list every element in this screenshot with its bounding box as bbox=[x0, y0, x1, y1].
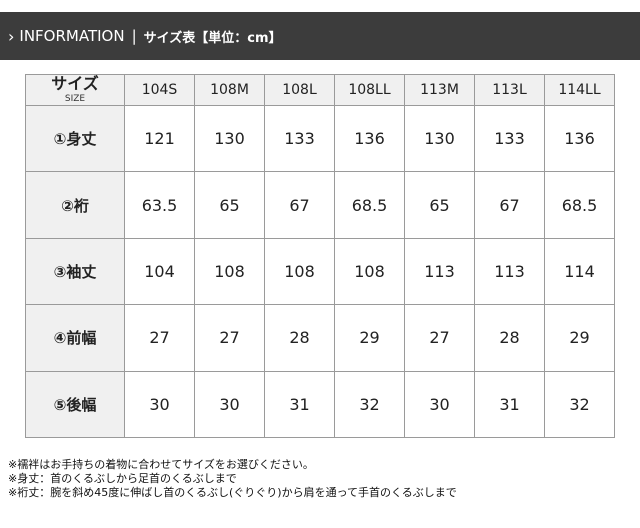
table-cell: 29 bbox=[544, 304, 615, 372]
table-cell: 67 bbox=[264, 171, 335, 239]
table-cell: 133 bbox=[474, 104, 545, 173]
table-cell: 113 bbox=[404, 237, 475, 306]
table-cell: 30 bbox=[404, 370, 475, 439]
information-header: › INFORMATION | サイズ表【単位：cm】 bbox=[0, 12, 640, 60]
table-cell: 27 bbox=[124, 304, 195, 372]
header-subtitle: サイズ表【単位：cm】 bbox=[143, 30, 282, 46]
row-label: ⑤後幅 bbox=[25, 370, 125, 439]
row-label: ④前幅 bbox=[25, 304, 125, 372]
table-cell: 28 bbox=[264, 304, 335, 372]
table-cell: 133 bbox=[264, 104, 335, 173]
table-row: ②裄 63.5 65 67 68.5 65 67 68.5 bbox=[25, 171, 615, 239]
row-label: ③袖丈 bbox=[25, 237, 125, 306]
table-cell: 68.5 bbox=[544, 171, 615, 239]
table-cell: 30 bbox=[124, 370, 195, 439]
column-header: 108LL bbox=[334, 74, 405, 106]
column-header: 108M bbox=[194, 74, 265, 106]
table-cell: 67 bbox=[474, 171, 545, 239]
header-title: INFORMATION bbox=[19, 27, 125, 45]
chevron-right-icon: › bbox=[8, 26, 15, 46]
size-sublabel: SIZE bbox=[64, 94, 86, 104]
table-cell: 63.5 bbox=[124, 171, 195, 239]
row-label: ①身丈 bbox=[25, 104, 125, 173]
column-header: 114LL bbox=[544, 74, 615, 106]
size-table: サイズ SIZE 104S 108M 108L 108LL 113M 113L … bbox=[25, 74, 615, 439]
table-cell: 113 bbox=[474, 237, 545, 306]
size-header-row: サイズ SIZE 104S 108M 108L 108LL 113M 113L … bbox=[25, 74, 615, 106]
column-header: 113M bbox=[404, 74, 475, 106]
table-cell: 130 bbox=[404, 104, 475, 173]
corner-cell: サイズ SIZE bbox=[25, 74, 125, 106]
row-label: ②裄 bbox=[25, 171, 125, 239]
table-cell: 130 bbox=[194, 104, 265, 173]
table-cell: 27 bbox=[404, 304, 475, 372]
table-cell: 28 bbox=[474, 304, 545, 372]
size-notes: ※襦袢はお手持ちの着物に合わせてサイズをお選びください。 ※身丈：首のくるぶしか… bbox=[8, 458, 638, 500]
column-header: 113L bbox=[474, 74, 545, 106]
table-cell: 108 bbox=[194, 237, 265, 306]
table-cell: 65 bbox=[194, 171, 265, 239]
table-cell: 31 bbox=[474, 370, 545, 439]
table-cell: 136 bbox=[544, 104, 615, 173]
table-cell: 32 bbox=[334, 370, 405, 439]
table-cell: 65 bbox=[404, 171, 475, 239]
table-cell: 108 bbox=[264, 237, 335, 306]
table-cell: 32 bbox=[544, 370, 615, 439]
table-cell: 31 bbox=[264, 370, 335, 439]
table-cell: 114 bbox=[544, 237, 615, 306]
size-label: サイズ bbox=[51, 74, 99, 93]
table-row: ④前幅 27 27 28 29 27 28 29 bbox=[25, 304, 615, 372]
header-separator: | bbox=[131, 27, 137, 45]
note-line: ※身丈：首のくるぶしから足首のくるぶしまで bbox=[8, 472, 237, 485]
table-row: ①身丈 121 130 133 136 130 133 136 bbox=[25, 104, 615, 173]
note-line: ※襦袢はお手持ちの着物に合わせてサイズをお選びください。 bbox=[8, 458, 314, 471]
table-cell: 68.5 bbox=[334, 171, 405, 239]
table-cell: 136 bbox=[334, 104, 405, 173]
table-cell: 104 bbox=[124, 237, 195, 306]
table-cell: 27 bbox=[194, 304, 265, 372]
note-line: ※裄丈：腕を斜め45度に伸ばし首のくるぶし(ぐりぐり)から肩を通って手首のくるぶ… bbox=[8, 486, 457, 499]
table-cell: 121 bbox=[124, 104, 195, 173]
column-header: 104S bbox=[124, 74, 195, 106]
table-row: ③袖丈 104 108 108 108 113 113 114 bbox=[25, 237, 615, 306]
table-cell: 108 bbox=[334, 237, 405, 306]
table-row: ⑤後幅 30 30 31 32 30 31 32 bbox=[25, 370, 615, 439]
column-header: 108L bbox=[264, 74, 335, 106]
table-cell: 30 bbox=[194, 370, 265, 439]
table-cell: 29 bbox=[334, 304, 405, 372]
